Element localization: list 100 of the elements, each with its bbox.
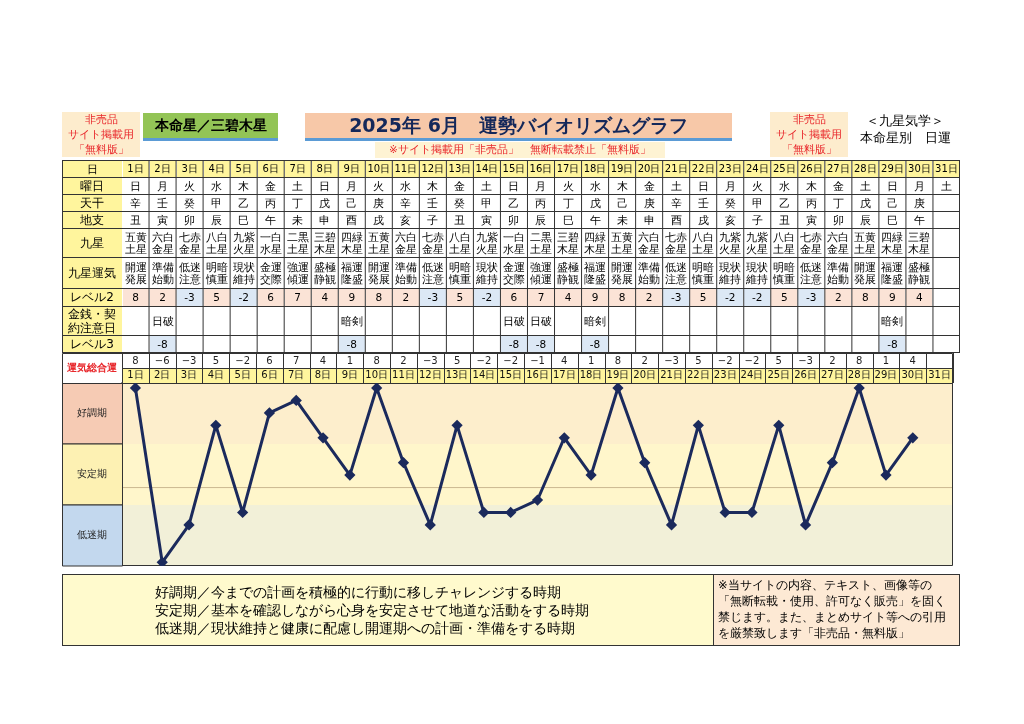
data-label: -3: [419, 288, 446, 306]
x-tick-label: 18日: [582, 160, 609, 177]
data-label: −3: [798, 354, 813, 366]
point: [478, 507, 489, 518]
text: 木: [616, 179, 628, 192]
text: 本命星／三碧木星: [143, 113, 278, 141]
x-tick-label: 5日: [230, 160, 257, 177]
x-tick-label: 23日: [713, 368, 737, 380]
text: 暗剣: [584, 314, 607, 327]
data-label: 6: [257, 288, 284, 306]
point: [559, 432, 570, 443]
text: 木: [805, 179, 817, 192]
text: 「無料版」: [62, 142, 140, 157]
text: 丙: [265, 196, 277, 209]
x-tick-label: 21日: [663, 160, 690, 177]
data-label: −2: [717, 354, 733, 366]
text: 三碧木星: [557, 230, 580, 255]
text: 準備始動: [827, 260, 850, 285]
text: 準備始動: [151, 260, 174, 285]
x-tick-label: 11日: [392, 160, 419, 177]
point: [907, 432, 918, 443]
x-tick-label: 9日: [341, 368, 359, 380]
text: 卯: [832, 213, 844, 226]
text: 七赤金星: [421, 230, 444, 255]
text: 暗剣: [340, 314, 363, 327]
x-tick-label: 7日: [284, 160, 311, 177]
x-tick-label: 9日: [338, 160, 365, 177]
text: 土: [292, 179, 304, 192]
data-label: 8: [614, 354, 622, 366]
x-tick-label: 15日: [499, 368, 523, 380]
text: 七赤金星: [665, 230, 688, 255]
x-tick-label: 12日: [418, 368, 442, 380]
text: 金運交際: [259, 260, 282, 285]
y-tick-label: 地支: [62, 211, 122, 228]
text: 亥: [400, 213, 412, 226]
text: 一白水星: [259, 230, 282, 255]
y-tick-label: 金銭・契約注意日: [62, 306, 122, 335]
text: 金: [265, 179, 277, 192]
text: 非売品: [770, 112, 848, 127]
text: 巳: [238, 213, 250, 226]
x-tick-label: 14日: [473, 160, 500, 177]
text: 戌: [697, 213, 709, 226]
text: 己: [886, 196, 898, 209]
text: 五黄土星: [124, 230, 147, 255]
point: [612, 383, 623, 393]
text: 金: [832, 179, 844, 192]
text: ※サイト掲載用「非売品」 無断転載禁止「無料版」: [375, 142, 665, 158]
text: 六白金星: [827, 230, 850, 255]
text: 二黒土星: [529, 230, 552, 255]
text: 午: [589, 213, 601, 226]
x-tick-label: 8日: [314, 368, 332, 380]
point: [291, 395, 302, 406]
text: 辛: [670, 196, 682, 209]
x-tick-label: 27日: [821, 368, 844, 380]
x-tick-label: 27日: [825, 160, 852, 177]
x-tick-label: 23日: [717, 160, 744, 177]
point: [184, 519, 195, 530]
text: 水: [778, 179, 790, 192]
point: [425, 519, 436, 530]
data-label: −6: [154, 354, 170, 366]
x-tick-label: 2日: [149, 160, 176, 177]
data-label: −3: [181, 354, 197, 366]
text: 辛: [400, 196, 412, 209]
data-label: 6: [500, 288, 527, 306]
text: 八白土星: [773, 230, 796, 255]
x-tick-label: 8日: [311, 160, 338, 177]
x-tick-label: 30日: [906, 160, 933, 177]
point: [505, 507, 516, 518]
text: 強運傾運: [286, 260, 309, 285]
x-tick-label: 1日: [122, 160, 149, 177]
text: 七赤金星: [178, 230, 201, 255]
point: [666, 519, 677, 530]
text: 子: [751, 213, 763, 226]
data-label: 9: [582, 288, 609, 306]
text: 土: [859, 179, 871, 192]
data-label: 5: [212, 354, 220, 366]
data-label: 5: [446, 288, 473, 306]
data-label: -8: [500, 335, 527, 353]
data-label: 7: [527, 288, 554, 306]
x-tick-label: 14日: [472, 368, 496, 380]
text: 準備始動: [638, 260, 661, 285]
text: 安定期／基本を確認しながら心身を安定させて地道な活動をする時期: [155, 601, 589, 619]
text: 辰: [535, 213, 547, 226]
band-label: 安定期: [77, 468, 107, 480]
text: 九紫火星: [719, 230, 742, 255]
text: 土: [670, 179, 682, 192]
text: 開運発展: [611, 260, 634, 285]
text: 申: [643, 213, 655, 226]
text: 水: [589, 179, 601, 192]
text: 木: [238, 179, 250, 192]
text: 丙: [805, 196, 817, 209]
point: [639, 457, 650, 468]
text: 盛極静観: [313, 260, 336, 285]
text: 八白土星: [692, 230, 715, 255]
text: 五黄土星: [611, 230, 634, 255]
point: [800, 519, 811, 530]
x-tick-label: 4日: [207, 368, 225, 380]
text: 辰: [859, 213, 871, 226]
text: サイト掲載用: [770, 127, 848, 142]
data-label: -8: [582, 335, 609, 353]
